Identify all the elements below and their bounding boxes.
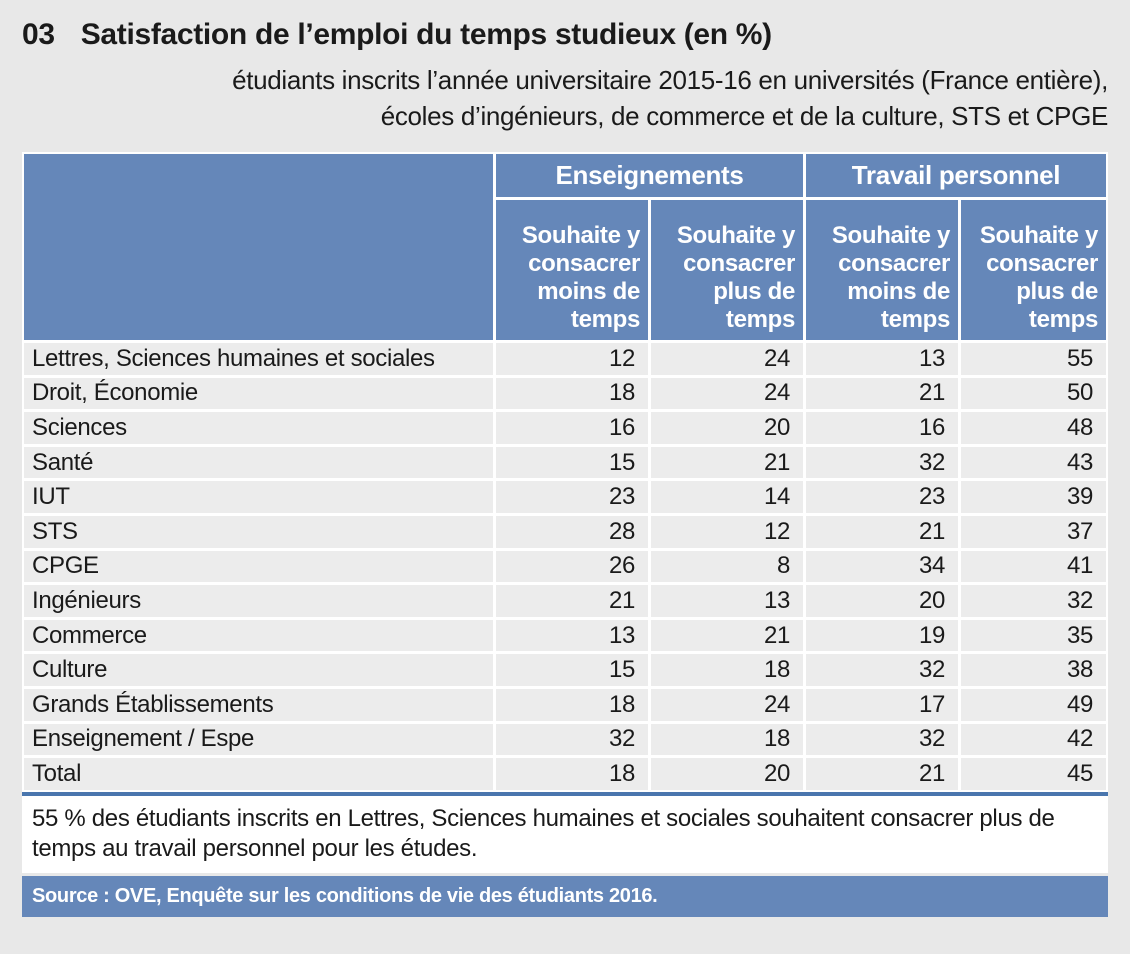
table-cell: 21 <box>806 377 958 410</box>
table-cell: 35 <box>961 619 1106 652</box>
row-label: Droit, Économie <box>24 377 493 410</box>
table-cell: 21 <box>806 758 958 790</box>
table-cell: 8 <box>651 550 803 583</box>
table-cell: 42 <box>961 723 1106 756</box>
row-label: Lettres, Sciences humaines et sociales <box>24 343 493 375</box>
table-cell: 15 <box>496 446 648 479</box>
table-cell: 15 <box>496 654 648 686</box>
table-cell: 20 <box>651 412 803 444</box>
table-cell: 16 <box>806 412 958 444</box>
table-cell: 13 <box>496 619 648 652</box>
column-header-travail-plus: Souhaite y consacrer plus de temps <box>961 200 1106 340</box>
table-cell: 13 <box>651 585 803 617</box>
row-label-total: Total <box>24 758 493 790</box>
table-cell: 18 <box>496 377 648 410</box>
table-bottom-rule <box>22 791 1108 796</box>
figure-number: 03 <box>22 18 55 51</box>
row-label: Commerce <box>24 619 493 652</box>
table-corner-cell <box>24 154 493 340</box>
table-cell: 45 <box>961 758 1106 790</box>
table-cell: 21 <box>651 619 803 652</box>
table-cell: 21 <box>806 515 958 548</box>
table-cell: 18 <box>651 654 803 686</box>
figure-subtitle: étudiants inscrits l’année universitaire… <box>22 62 1108 134</box>
row-label: Grands Établissements <box>24 688 493 721</box>
figure-note: 55 % des étudiants inscrits en Lettres, … <box>22 795 1108 874</box>
table-cell: 32 <box>961 585 1106 617</box>
table-cell: 32 <box>806 446 958 479</box>
note-text: 55 % des étudiants inscrits en Lettres, … <box>32 804 1055 863</box>
table-cell: 32 <box>806 654 958 686</box>
figure-title: Satisfaction de l’emploi du temps studie… <box>80 18 772 51</box>
row-label: Culture <box>24 654 493 686</box>
table-cell: 48 <box>961 412 1106 444</box>
data-table: Enseignements Travail personnel Souhaite… <box>22 152 1108 792</box>
table-cell: 37 <box>961 515 1106 548</box>
table-cell: 24 <box>651 343 803 375</box>
source-text: Source : OVE, Enquête sur les conditions… <box>32 885 658 908</box>
table-cell: 16 <box>496 412 648 444</box>
table-cell: 23 <box>806 481 958 513</box>
figure-header: 03 Satisfaction de l’emploi du temps stu… <box>22 18 1108 52</box>
table-cell: 23 <box>496 481 648 513</box>
table-cell: 17 <box>806 688 958 721</box>
table-cell: 32 <box>806 723 958 756</box>
table-cell: 41 <box>961 550 1106 583</box>
table-cell: 24 <box>651 688 803 721</box>
row-label: IUT <box>24 481 493 513</box>
table-cell: 50 <box>961 377 1106 410</box>
table-cell: 12 <box>651 515 803 548</box>
table-cell: 18 <box>651 723 803 756</box>
column-group-enseignements: Enseignements <box>496 154 803 197</box>
table-cell: 38 <box>961 654 1106 686</box>
table-cell: 20 <box>806 585 958 617</box>
table-cell: 19 <box>806 619 958 652</box>
row-label: STS <box>24 515 493 548</box>
table-cell: 26 <box>496 550 648 583</box>
source-bar: Source : OVE, Enquête sur les conditions… <box>22 876 1108 918</box>
column-group-travail-personnel: Travail personnel <box>806 154 1106 197</box>
table-cell: 14 <box>651 481 803 513</box>
column-header-enseignements-plus: Souhaite y consacrer plus de temps <box>651 200 803 340</box>
table-cell: 39 <box>961 481 1106 513</box>
table-cell: 49 <box>961 688 1106 721</box>
column-header-enseignements-moins: Souhaite y consacrer moins de temps <box>496 200 648 340</box>
row-label: CPGE <box>24 550 493 583</box>
row-label: Enseignement / Espe <box>24 723 493 756</box>
figure-page: 03 Satisfaction de l’emploi du temps stu… <box>22 18 1108 918</box>
subtitle-line-2: écoles d’ingénieurs, de commerce et de l… <box>380 101 1109 131</box>
table-cell: 34 <box>806 550 958 583</box>
table-cell: 20 <box>651 758 803 790</box>
column-header-travail-moins: Souhaite y consacrer moins de temps <box>806 200 958 340</box>
row-label: Ingénieurs <box>24 585 493 617</box>
table-cell: 18 <box>496 688 648 721</box>
table-cell: 43 <box>961 446 1106 479</box>
table-cell: 21 <box>496 585 648 617</box>
table-cell: 55 <box>961 343 1106 375</box>
subtitle-line-1: étudiants inscrits l’année universitaire… <box>232 65 1108 95</box>
table-cell: 18 <box>496 758 648 790</box>
table-cell: 28 <box>496 515 648 548</box>
row-label: Sciences <box>24 412 493 444</box>
row-label: Santé <box>24 446 493 479</box>
table-cell: 12 <box>496 343 648 375</box>
table-cell: 24 <box>651 377 803 410</box>
table-cell: 21 <box>651 446 803 479</box>
table-cell: 13 <box>806 343 958 375</box>
table-cell: 32 <box>496 723 648 756</box>
